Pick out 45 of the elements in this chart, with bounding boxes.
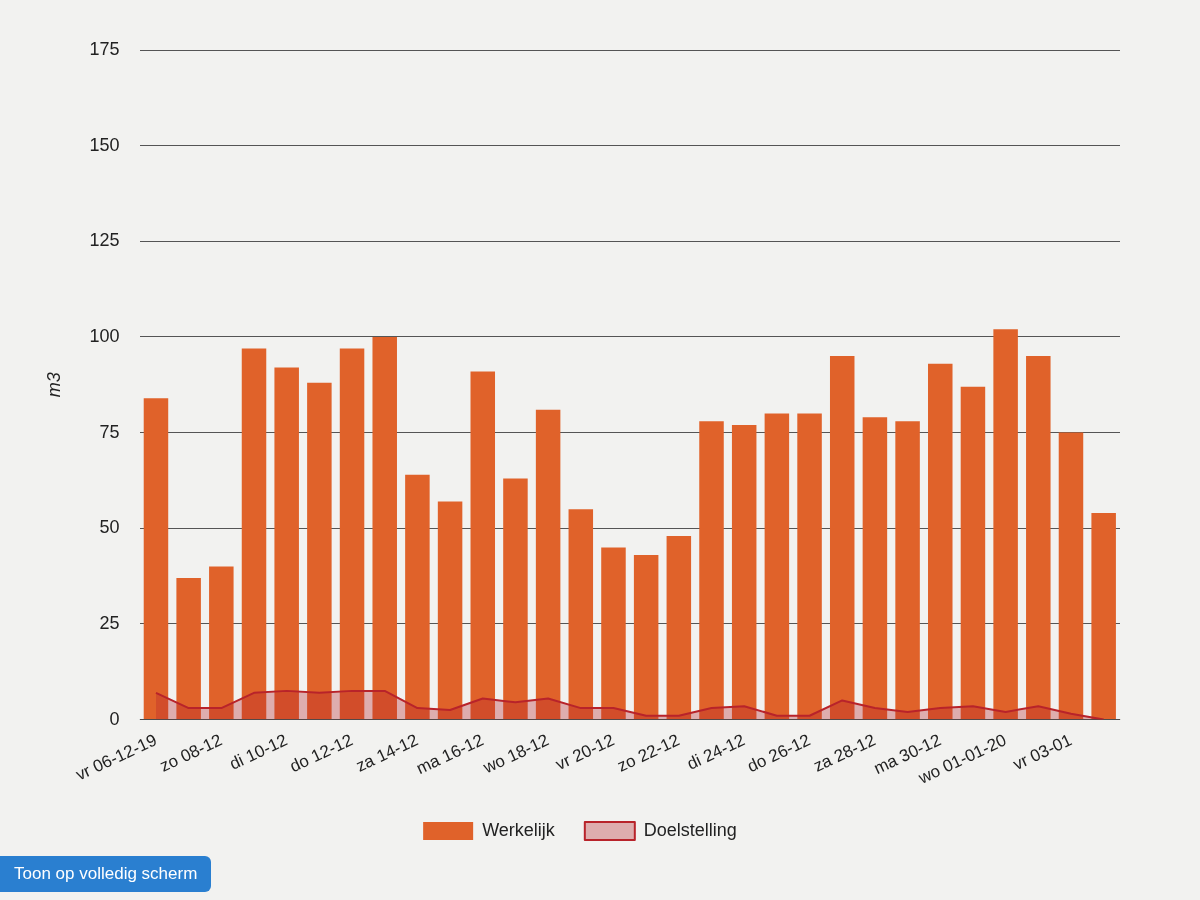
bar [535, 409, 561, 720]
bar [993, 329, 1018, 720]
bar [862, 417, 888, 720]
bar [601, 547, 626, 720]
bar [143, 398, 169, 720]
y-axis-title: m3 [43, 372, 64, 398]
y-tick-label: 100 [89, 325, 120, 346]
bar [699, 421, 724, 720]
bar [209, 566, 234, 720]
y-tick-label: 50 [99, 517, 120, 538]
y-tick-label: 175 [89, 38, 120, 59]
bar [307, 382, 332, 720]
bar [1058, 432, 1084, 720]
bar [405, 474, 430, 720]
bar [960, 386, 986, 720]
bar [372, 336, 397, 720]
y-tick-label: 125 [89, 230, 120, 251]
bar [503, 478, 528, 720]
bar [633, 555, 659, 720]
bar [241, 348, 267, 720]
bar [764, 413, 790, 720]
text: Toon op volledig scherm [0, 856, 212, 892]
legend-label: Doelstelling [643, 819, 737, 840]
bar [829, 356, 855, 720]
bar [1026, 356, 1051, 720]
y-tick-label: 25 [99, 612, 120, 633]
bar [797, 413, 822, 720]
bar [176, 578, 201, 720]
y-tick-label: 0 [109, 708, 120, 729]
bar [928, 363, 953, 720]
y-tick-label: 150 [89, 134, 120, 155]
bar [339, 348, 365, 720]
bar [895, 421, 920, 720]
bar [666, 535, 692, 720]
x-tick-label: di 10-12 [226, 730, 291, 774]
bar [731, 424, 757, 720]
bar [470, 371, 496, 720]
bar [437, 501, 463, 720]
x-tick-label: vr 03-01 [1010, 730, 1075, 775]
y-tick-label: 75 [99, 421, 120, 442]
bar [274, 367, 299, 720]
x-tick-label: zo 08-12 [157, 730, 225, 776]
legend-label: Werkelijk [482, 819, 556, 840]
bar [1091, 512, 1116, 720]
bar [568, 509, 594, 720]
